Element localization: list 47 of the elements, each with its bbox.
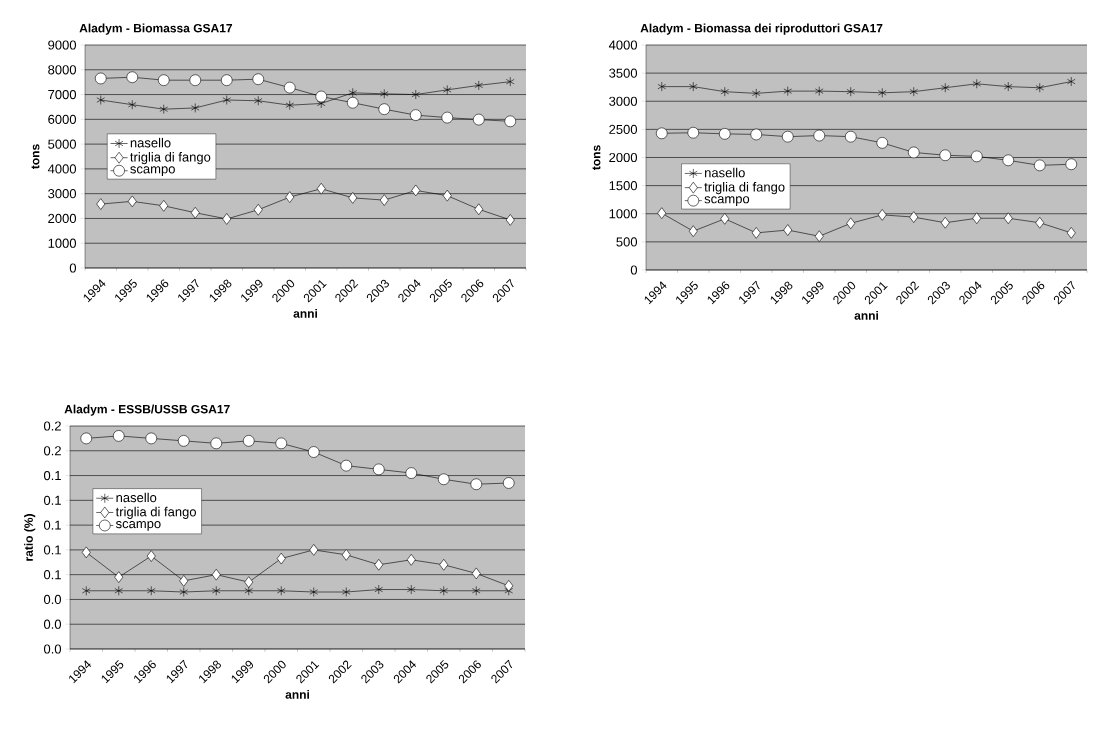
y-tick-label: 8000: [48, 65, 77, 75]
x-axis-title: anni: [285, 689, 309, 699]
y-tick-label: 2000: [609, 152, 638, 163]
y-tick-label: 3500: [609, 68, 638, 78]
y-tick-label: 2000: [48, 213, 77, 224]
y-tick-label: 7000: [48, 89, 77, 100]
y-tick-label: 1000: [48, 238, 77, 248]
y-axis-title: tons: [31, 144, 40, 170]
y-tick-label: 9000: [48, 40, 77, 50]
y-tick-label: 0.2: [43, 446, 61, 456]
y-tick-label: 0.0: [43, 644, 62, 654]
legend-label: nasello: [116, 492, 157, 503]
y-axis-title: tons: [592, 145, 601, 171]
y-tick-label: 4000: [47, 164, 77, 174]
chart-title: Aladym - Biomassa dei riproduttori GSA17: [640, 23, 883, 35]
y-axis-title: ratio (%): [24, 514, 36, 561]
y-tick-label: 0.2: [43, 421, 61, 431]
chart-title: Aladym - ESSB/USSB GSA17: [64, 404, 230, 416]
y-tick-label: 500: [616, 237, 638, 247]
y-tick-label: 0.0: [43, 619, 62, 629]
y-tick-label: 0.0: [43, 594, 62, 605]
y-tick-label: 6000: [48, 114, 77, 124]
legend-label: triglia di fango: [704, 182, 785, 195]
legend-label: scampo: [115, 521, 161, 531]
y-tick-label: 0.1: [43, 520, 61, 530]
legend-label: triglia di fango: [115, 506, 196, 519]
x-axis-title: anni: [854, 310, 878, 320]
y-tick-label: 0.1: [43, 570, 61, 580]
y-tick-label: 0.1: [43, 545, 61, 555]
y-tick-label: 0.1: [43, 470, 61, 481]
y-tick-label: 4000: [608, 40, 638, 50]
y-tick-label: 1000: [609, 209, 638, 219]
y-tick-label: 3000: [609, 96, 638, 106]
legend-label: nasello: [130, 137, 171, 148]
legend-label: scampo: [130, 166, 175, 177]
y-tick-label: 5000: [48, 139, 77, 149]
y-tick-label: 0: [630, 265, 638, 275]
y-tick-label: 3000: [48, 189, 77, 199]
chart-title: Aladym - Biomassa GSA17: [79, 23, 233, 35]
legend-label: triglia di fango: [130, 152, 211, 165]
y-tick-label: 0: [69, 263, 77, 273]
y-tick-label: 0.1: [43, 495, 61, 505]
legend-label: nasello: [705, 167, 745, 178]
y-tick-label: 2500: [609, 124, 638, 134]
legend-label: scampo: [704, 196, 750, 206]
x-axis-title: anni: [293, 308, 317, 318]
y-tick-label: 1500: [609, 181, 638, 191]
